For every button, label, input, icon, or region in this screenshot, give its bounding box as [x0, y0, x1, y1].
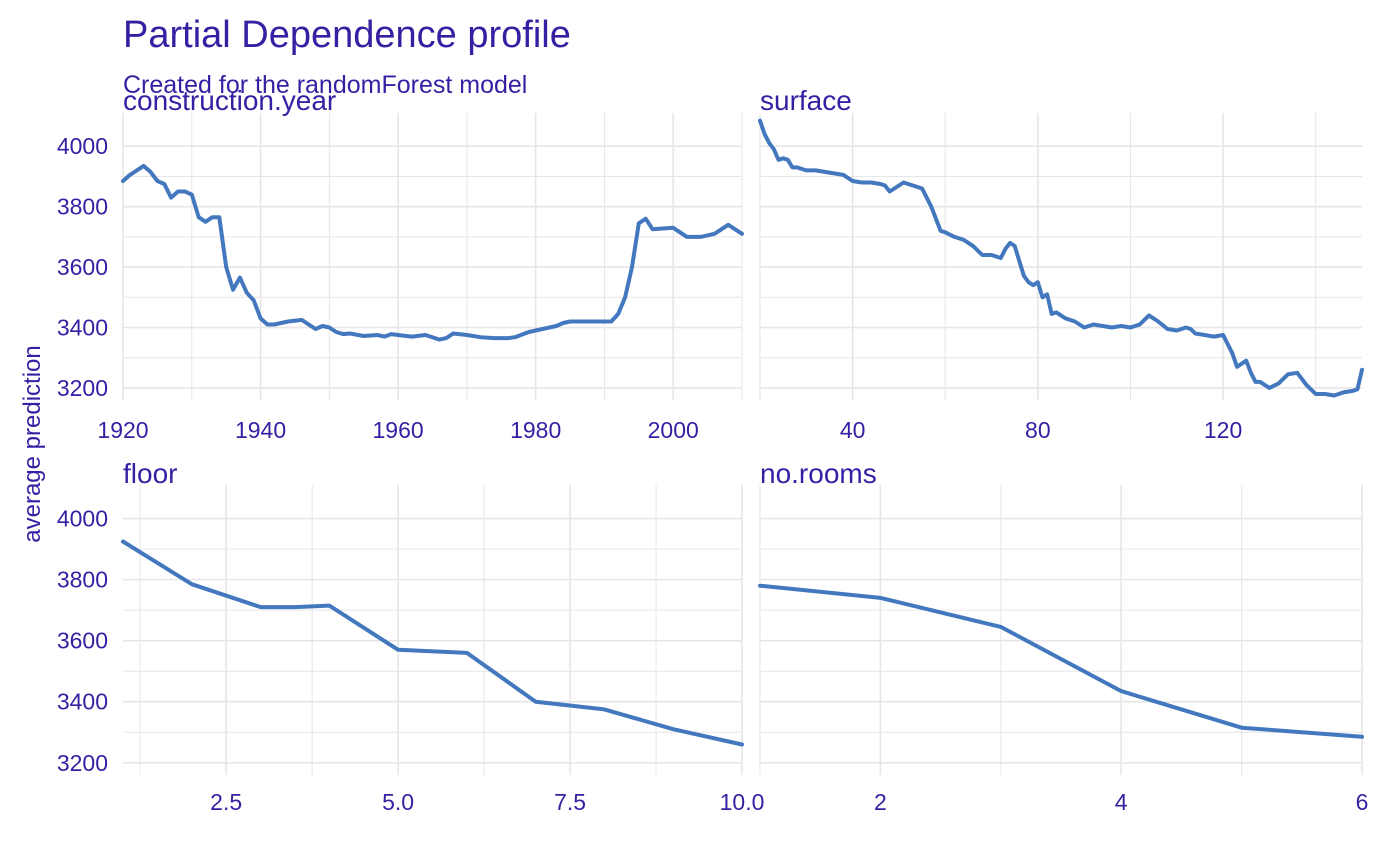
- y-tick-label: 4000: [57, 133, 108, 159]
- x-tick-label: 1920: [97, 417, 148, 443]
- x-tick-label: 80: [1025, 417, 1051, 443]
- y-tick-label: 3400: [57, 689, 108, 715]
- y-tick-label: 3600: [57, 254, 108, 280]
- y-tick-label: 3400: [57, 314, 108, 340]
- x-tick-label: 7.5: [554, 789, 586, 815]
- y-tick-label: 3600: [57, 628, 108, 654]
- chart-subtitle: Created for the randomForest model: [123, 71, 528, 99]
- panel-title: floor: [123, 458, 177, 489]
- x-tick-label: 1940: [235, 417, 286, 443]
- x-tick-label: 40: [840, 417, 866, 443]
- chart-title: Partial Dependence profile: [123, 14, 571, 56]
- y-tick-label: 3800: [57, 194, 108, 220]
- panel-title: no.rooms: [760, 458, 877, 489]
- y-tick-label: 3800: [57, 567, 108, 593]
- panel-title: surface: [760, 85, 852, 116]
- series-line: [121, 539, 744, 747]
- x-tick-label: 2000: [648, 417, 699, 443]
- y-tick-label: 4000: [57, 506, 108, 532]
- panel-title: construction.year: [123, 85, 336, 116]
- x-tick-label: 1980: [510, 417, 561, 443]
- series-line: [758, 583, 1364, 739]
- y-tick-label: 3200: [57, 750, 108, 776]
- y-tick-label: 3200: [57, 375, 108, 401]
- x-tick-label: 5.0: [382, 789, 414, 815]
- series-line: [758, 118, 1364, 398]
- x-tick-label: 10.0: [720, 789, 765, 815]
- x-tick-label: 2: [874, 789, 887, 815]
- x-tick-label: 2.5: [210, 789, 242, 815]
- x-tick-label: 120: [1204, 417, 1242, 443]
- x-tick-label: 1960: [373, 417, 424, 443]
- series-line: [121, 163, 744, 342]
- x-tick-label: 4: [1115, 789, 1128, 815]
- x-tick-label: 6: [1356, 789, 1369, 815]
